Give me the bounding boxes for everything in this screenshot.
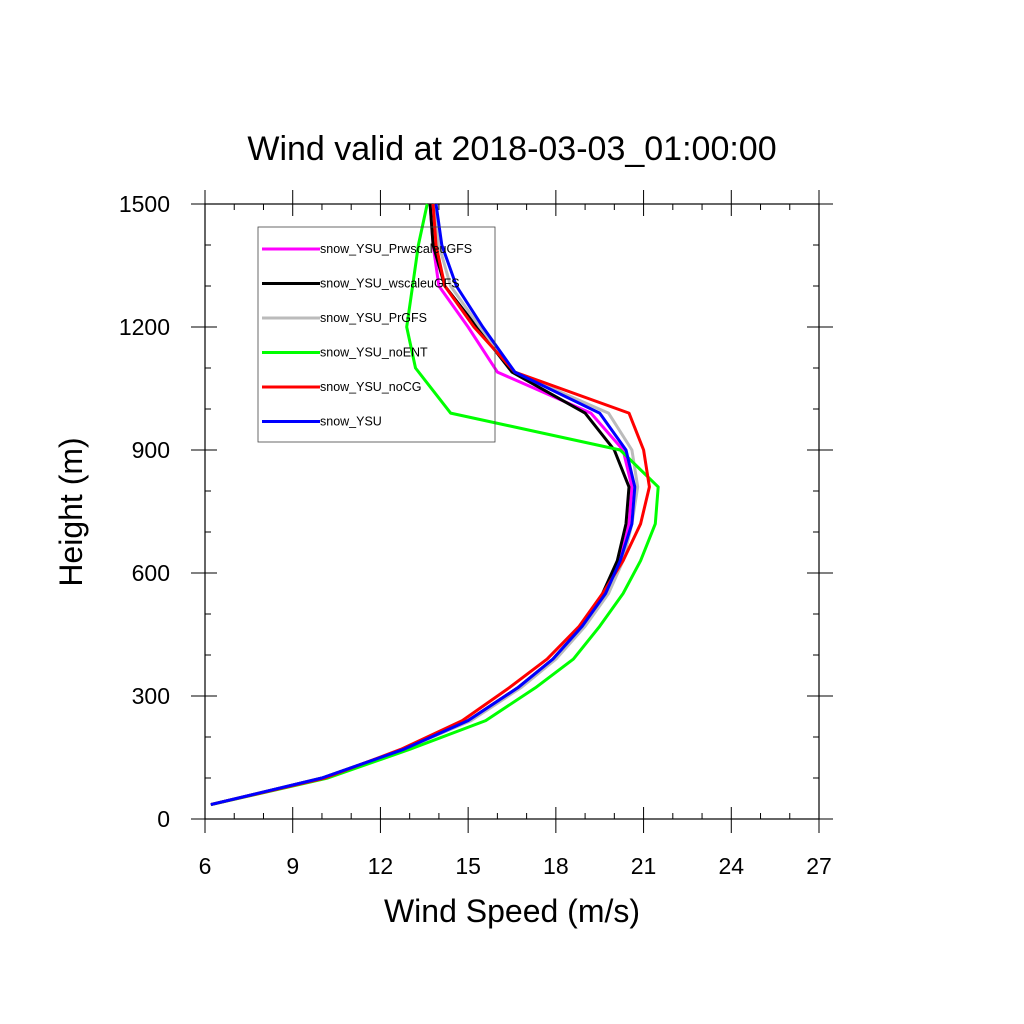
series-line-snow_YSU_PrwscaleuGFS bbox=[210, 203, 634, 807]
series-line-snow_YSU_noCG bbox=[210, 203, 651, 807]
x-tick-label: 21 bbox=[631, 853, 657, 879]
y-tick-label: 600 bbox=[132, 560, 170, 586]
x-tick-label: 18 bbox=[543, 853, 569, 879]
y-tick-label: 300 bbox=[132, 683, 170, 709]
x-tick-label: 12 bbox=[368, 853, 394, 879]
legend-label: snow_YSU_noCG bbox=[320, 380, 421, 394]
y-tick-label: 900 bbox=[132, 437, 170, 463]
legend-label: snow_YSU bbox=[320, 415, 382, 429]
legend-label: snow_YSU_wscaleuGFS bbox=[320, 277, 460, 291]
series-line-snow_YSU_wscaleuGFS bbox=[210, 203, 631, 807]
x-tick-label: 9 bbox=[286, 853, 299, 879]
x-axis-label: Wind Speed (m/s) bbox=[384, 893, 640, 929]
x-tick-label: 27 bbox=[806, 853, 832, 879]
legend-label: snow_YSU_noENT bbox=[320, 346, 428, 360]
x-tick-label: 15 bbox=[455, 853, 481, 879]
series-line-snow_YSU bbox=[210, 203, 637, 807]
plot-area: 6 9 12 15 18 21 24 27 0 300 600 900 1200 1500 bbox=[119, 190, 833, 879]
series-line-snow_YSU_noENT bbox=[210, 203, 660, 807]
legend-box bbox=[257, 226, 496, 443]
series-line-snow_YSU_PrGFS bbox=[210, 203, 640, 807]
y-tick-label: 1500 bbox=[119, 191, 170, 217]
x-tick-label: 24 bbox=[718, 853, 744, 879]
x-tick-label: 6 bbox=[199, 853, 212, 879]
legend-label: snow_YSU_PrwscaleuGFS bbox=[320, 242, 472, 256]
plot-frame bbox=[204, 203, 820, 820]
y-axis-label: Height (m) bbox=[53, 437, 89, 586]
chart-title: Wind valid at 2018-03-03_01:00:00 bbox=[247, 130, 776, 168]
legend-label: snow_YSU_PrGFS bbox=[320, 311, 427, 325]
y-tick-label: 1200 bbox=[119, 314, 170, 340]
y-tick-label: 0 bbox=[157, 806, 170, 832]
legend: snow_YSU_PrwscaleuGFS snow_YSU_wscaleuGFS… bbox=[257, 226, 496, 443]
